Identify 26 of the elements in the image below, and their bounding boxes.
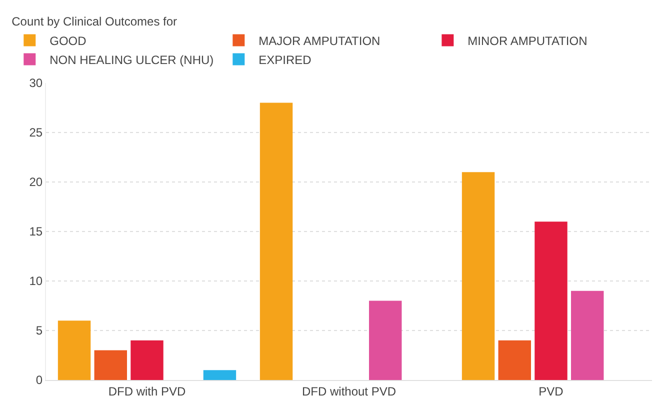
x-tick-label: PVD (538, 384, 564, 398)
y-tick-label: 30 (29, 76, 43, 90)
x-tick-label: DFD with PVD (108, 384, 186, 398)
y-tick-label: 5 (36, 324, 43, 338)
legend-label: NON HEALING ULCER (NHU) (50, 52, 214, 67)
y-tick-label: 10 (29, 274, 43, 288)
bar (534, 222, 568, 380)
y-tick-label: 15 (29, 224, 43, 239)
legend-label: MAJOR AMPUTATION (258, 34, 380, 48)
bar (462, 172, 495, 380)
bar (260, 102, 293, 380)
x-tick-label: DFD without PVD (302, 384, 396, 398)
legend-label: MINOR AMPUTATION (468, 34, 588, 48)
bar (94, 350, 127, 380)
legend-label: GOOD (50, 34, 87, 48)
bar (369, 300, 402, 380)
legend-title: Count by Clinical Outcomes for (12, 14, 178, 29)
bar (498, 340, 531, 380)
bar (130, 340, 164, 380)
bar (58, 320, 91, 380)
legend-label: EXPIRED (258, 52, 312, 67)
y-tick-label: 20 (29, 175, 43, 190)
bar (571, 290, 604, 380)
y-tick-label: 25 (29, 126, 43, 140)
y-tick-label: 0 (36, 373, 43, 388)
bar (203, 370, 236, 380)
